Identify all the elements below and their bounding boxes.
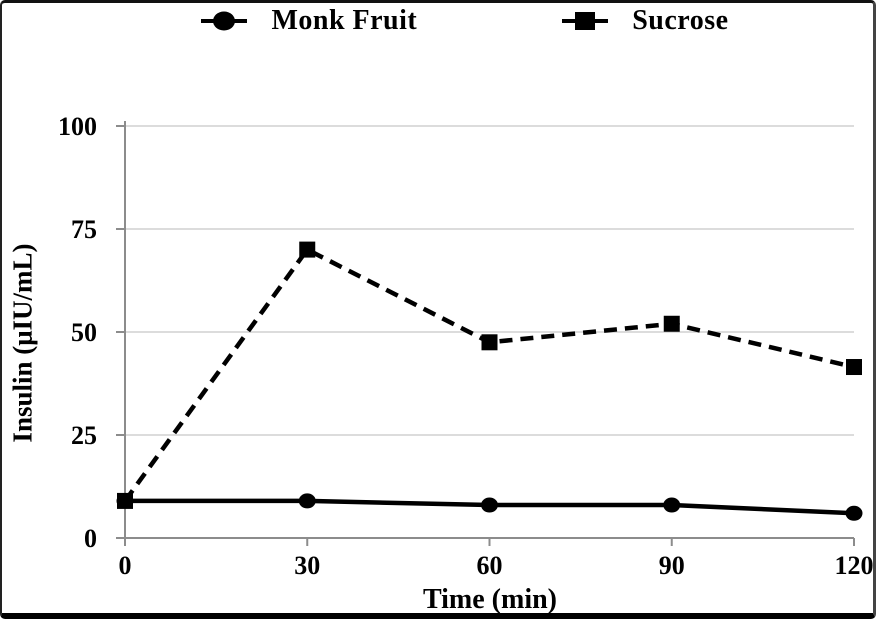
- data-point-monk-fruit: [845, 505, 863, 521]
- y-tick-label: 25: [71, 421, 97, 450]
- monk-fruit-line-marker-icon: [201, 11, 248, 31]
- legend-item-monk-fruit: Monk Fruit: [201, 5, 417, 37]
- data-point-sucrose: [299, 241, 316, 258]
- y-tick-label: 75: [71, 215, 97, 244]
- x-tick-label: 90: [659, 551, 685, 580]
- data-point-sucrose: [846, 359, 862, 376]
- sucrose-line-marker-icon: [562, 12, 609, 30]
- legend-label-monk-fruit: Monk Fruit: [271, 5, 418, 36]
- chart-legend: Monk Fruit Sucrose: [2, 5, 873, 37]
- y-tick-label: 100: [58, 112, 97, 141]
- series-line-sucrose: [123, 246, 855, 503]
- y-tick-label: 50: [71, 318, 97, 347]
- data-point-monk-fruit: [298, 493, 316, 509]
- x-tick-label: 120: [835, 551, 874, 580]
- x-axis-title: Time (min): [422, 584, 558, 615]
- legend-item-sucrose: Sucrose: [562, 5, 728, 37]
- y-tick-label: 0: [84, 524, 97, 553]
- data-point-sucrose: [663, 315, 680, 332]
- data-point-monk-fruit: [481, 497, 498, 513]
- x-tick-label: 30: [294, 551, 320, 580]
- data-point-monk-fruit: [663, 497, 681, 513]
- x-tick-label: 0: [119, 551, 132, 580]
- data-point-sucrose: [481, 334, 498, 351]
- data-point-sucrose: [117, 492, 133, 509]
- insulin-line-chart: 0 25 50 75 100 0 30 60 90 120: [58, 112, 874, 580]
- legend-label-sucrose: Sucrose: [632, 5, 729, 36]
- x-tick-label: 60: [477, 551, 503, 580]
- y-axis-title: Insulin (μIU/mL): [7, 243, 38, 443]
